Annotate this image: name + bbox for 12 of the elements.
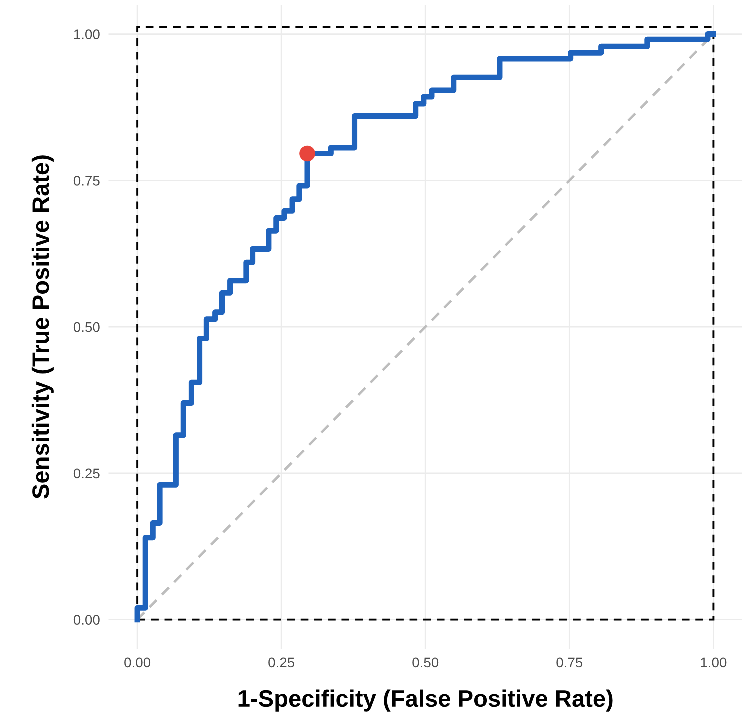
y-tick-label: 0.00 — [74, 615, 100, 625]
y-axis-title: Sensitivity (True Positive Rate) — [32, 156, 54, 499]
x-tick-label: 0.50 — [412, 658, 439, 668]
y-tick-label: 0.50 — [74, 322, 100, 332]
y-tick-label: 0.25 — [74, 468, 100, 479]
x-tick-label: 0.00 — [124, 658, 151, 668]
x-tick-label: 0.75 — [556, 658, 583, 668]
y-tick-label: 1.00 — [74, 30, 100, 40]
x-tick-label: 1.00 — [701, 658, 727, 668]
x-axis-title: 1-Specificity (False Positive Rate) — [238, 690, 613, 712]
y-tick-label: 0.75 — [74, 176, 100, 186]
x-tick-label: 0.25 — [268, 658, 295, 668]
